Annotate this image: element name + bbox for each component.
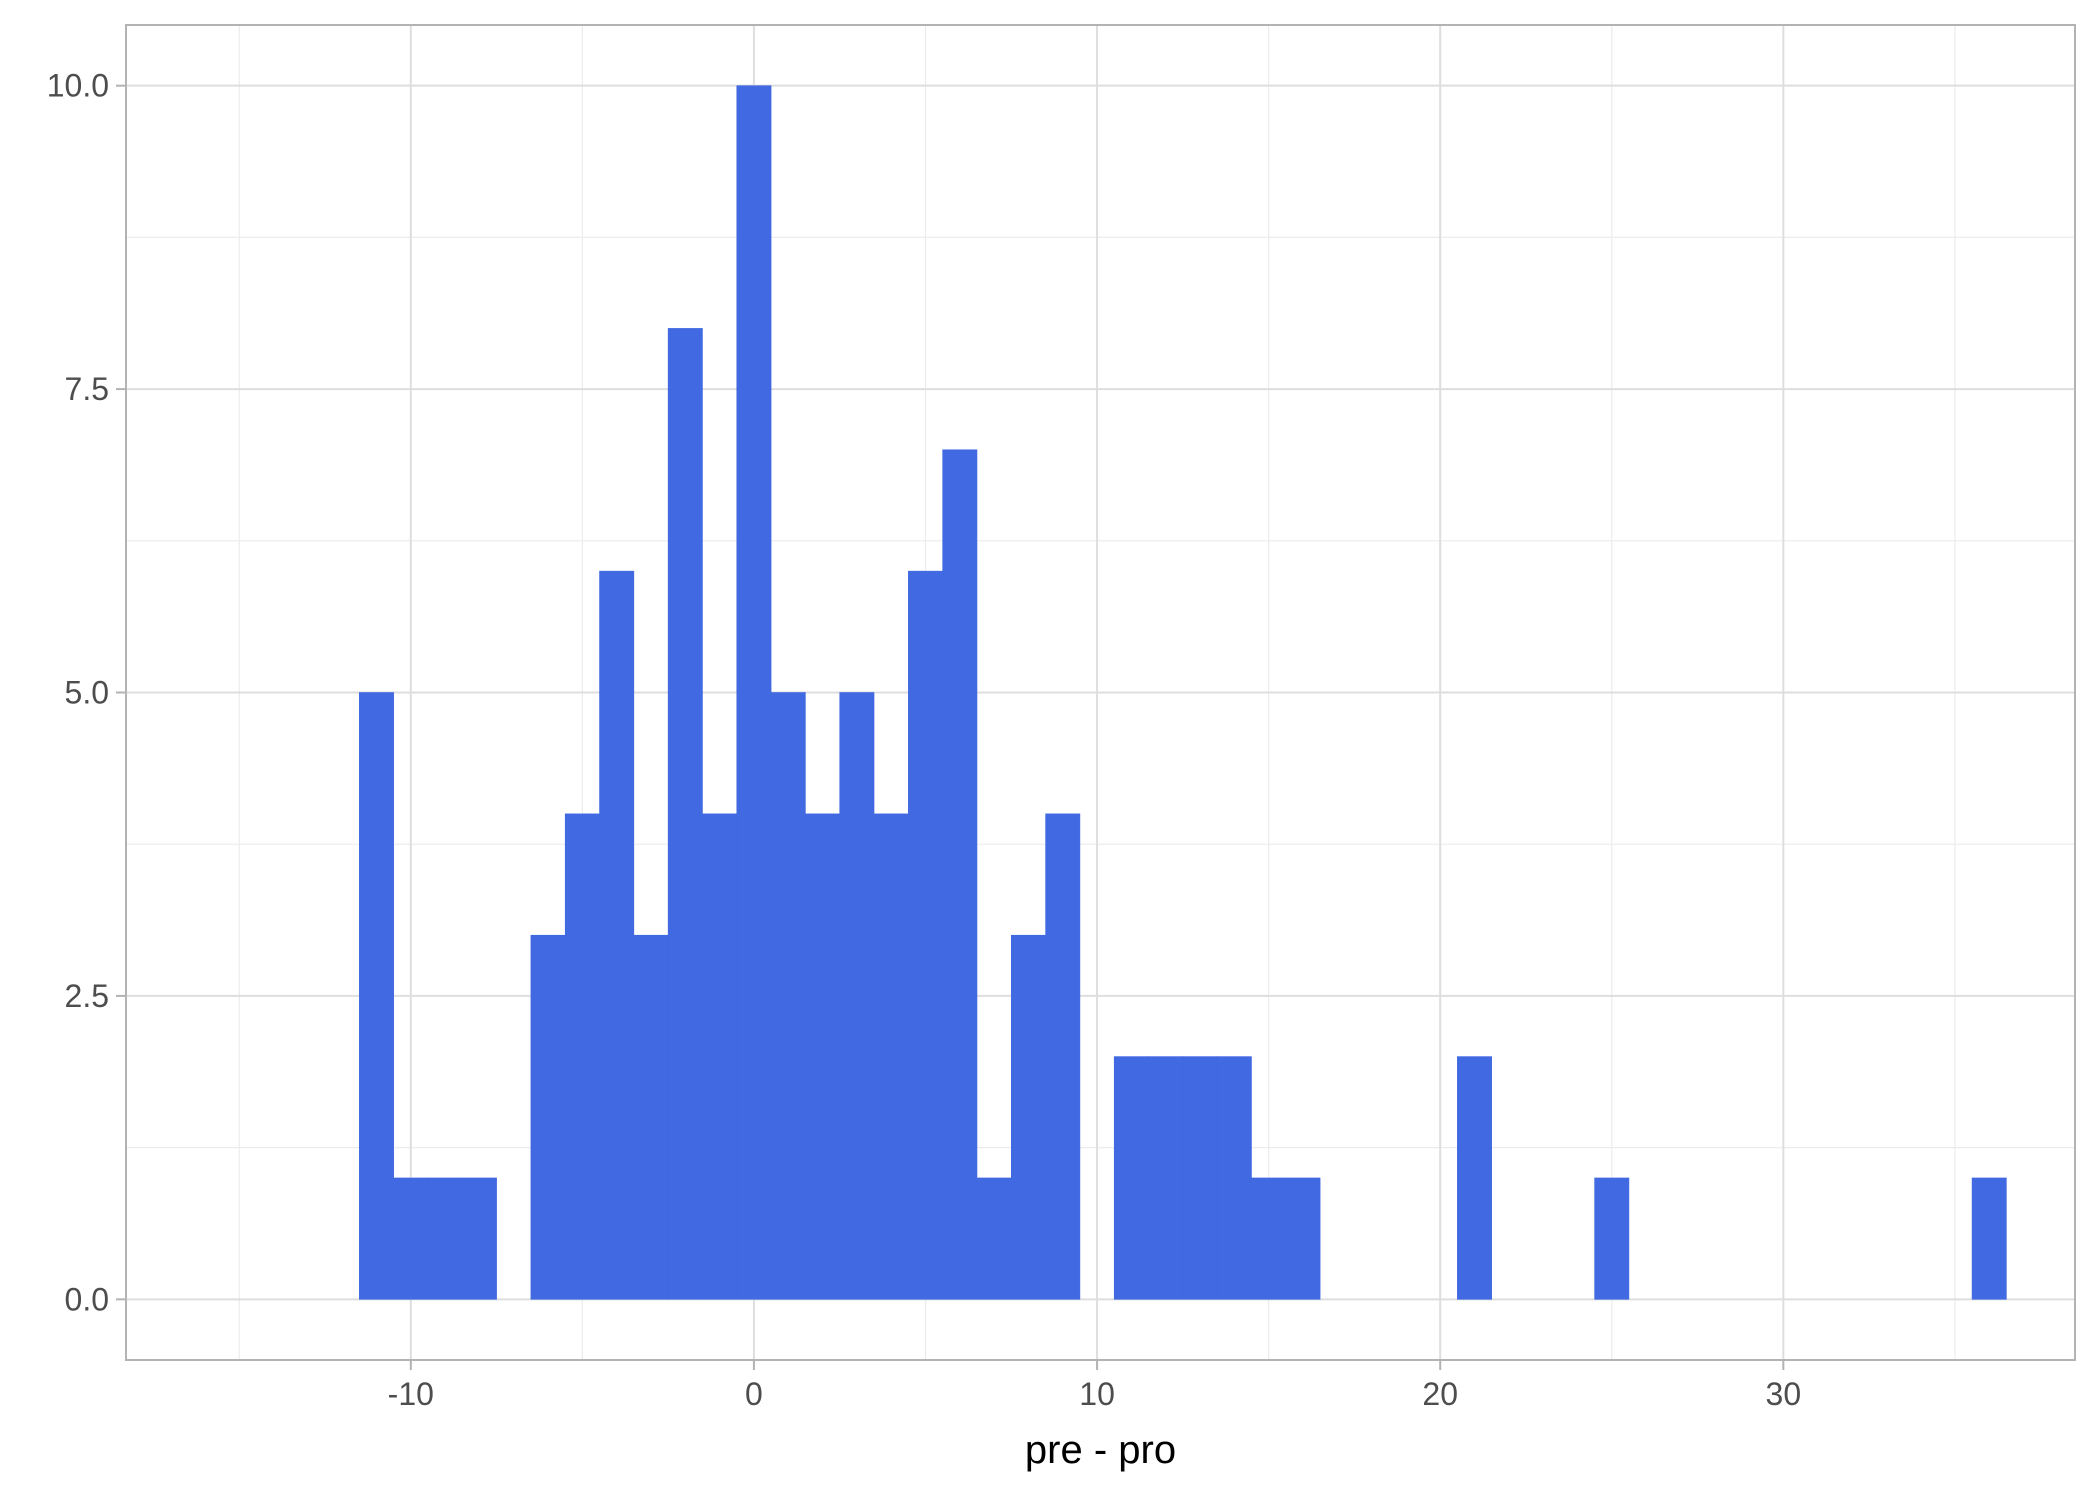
histogram-bar	[633, 934, 669, 1300]
x-tick-label: 10	[1079, 1376, 1115, 1412]
histogram-bar	[1285, 1177, 1321, 1300]
histogram-bar	[1148, 1056, 1184, 1300]
x-tick-label: 20	[1422, 1376, 1458, 1412]
histogram-bar	[667, 328, 703, 1300]
histogram-bar	[1182, 1056, 1218, 1300]
x-axis: -10 0 10 20 30	[388, 1360, 1801, 1412]
histogram-bar	[599, 570, 635, 1300]
y-tick-label: 5.0	[65, 675, 109, 711]
histogram-bar	[976, 1177, 1012, 1300]
histogram-bar	[1010, 934, 1046, 1300]
y-tick-label: 10.0	[47, 68, 109, 104]
histogram-bar	[427, 1177, 463, 1300]
histogram-bar	[702, 813, 738, 1300]
y-tick-label: 2.5	[65, 978, 109, 1014]
histogram-bar	[770, 692, 806, 1300]
x-tick-label: 30	[1766, 1376, 1802, 1412]
y-tick-label: 0.0	[65, 1281, 109, 1317]
histogram-bar	[1251, 1177, 1287, 1300]
x-tick-label: -10	[388, 1376, 434, 1412]
histogram-bar	[1971, 1177, 2007, 1300]
histogram-bar	[1216, 1056, 1252, 1300]
histogram-bar	[908, 570, 943, 1300]
histogram-bar	[530, 934, 566, 1300]
histogram-bar	[393, 1177, 429, 1300]
histogram-bar	[1045, 813, 1081, 1300]
histogram-bar	[839, 692, 875, 1300]
histogram-bar	[736, 85, 772, 1300]
histogram-bar	[1113, 1056, 1149, 1300]
x-axis-title: pre - pro	[1025, 1428, 1176, 1472]
y-axis: 0.0 2.5 5.0 7.5 10.0	[47, 68, 126, 1317]
histogram-bar	[1457, 1056, 1492, 1300]
x-tick-label: 0	[745, 1376, 763, 1412]
histogram-bar	[359, 692, 394, 1300]
histogram-bar	[1594, 1177, 1630, 1300]
histogram-bar	[805, 813, 841, 1300]
y-tick-label: 7.5	[65, 371, 109, 407]
histogram-bar	[942, 449, 978, 1300]
histogram-bar	[564, 813, 600, 1300]
histogram-bar	[873, 813, 909, 1300]
histogram-bars	[359, 85, 2007, 1300]
histogram-bar	[461, 1177, 497, 1300]
